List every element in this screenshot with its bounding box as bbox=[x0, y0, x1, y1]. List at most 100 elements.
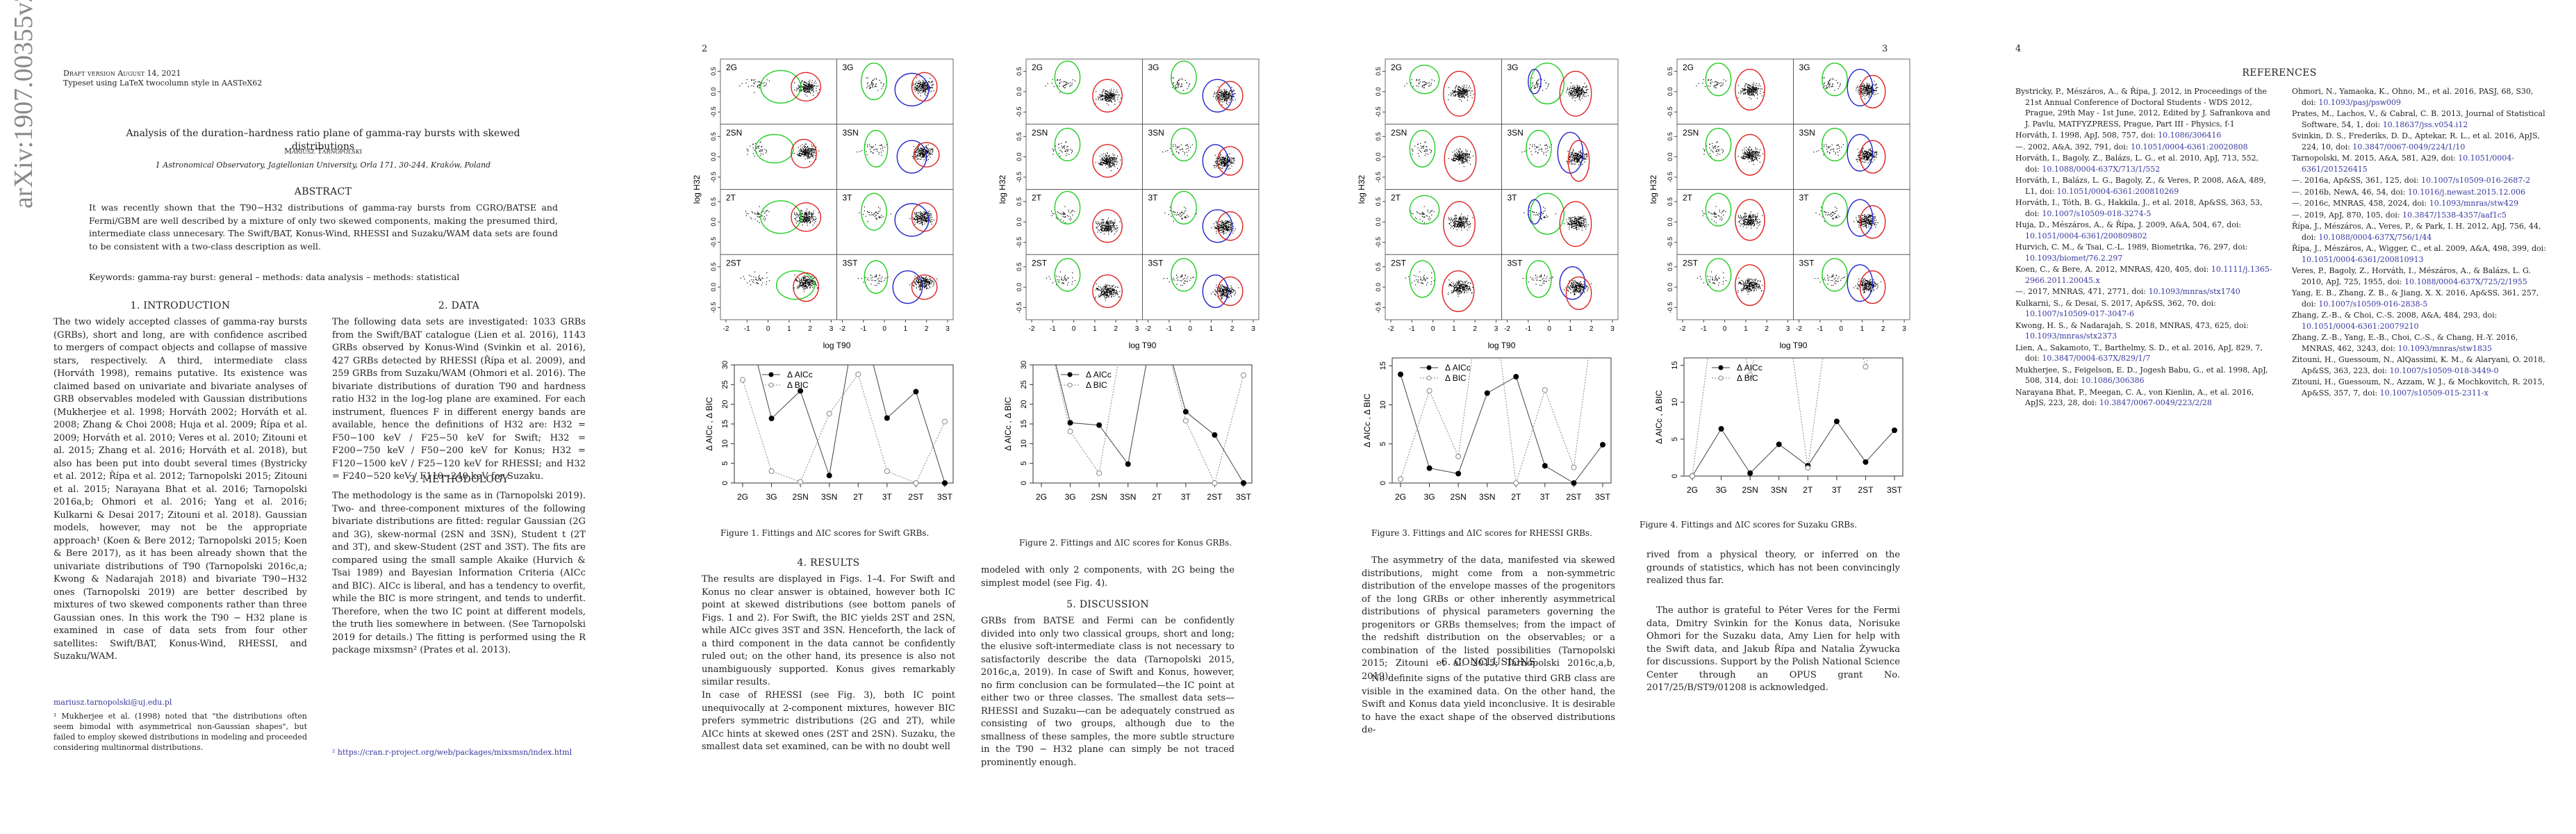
scatter-point bbox=[1223, 94, 1225, 95]
scatter-point bbox=[922, 277, 923, 279]
scatter-point bbox=[1214, 289, 1216, 291]
scatter-point bbox=[804, 281, 806, 284]
panel-label: 2SN bbox=[1032, 128, 1048, 138]
scatter-point bbox=[1225, 98, 1227, 99]
scatter-point bbox=[882, 216, 884, 218]
scatter-point bbox=[1105, 93, 1107, 95]
scatter-point bbox=[920, 92, 922, 94]
scatter-point bbox=[925, 213, 926, 215]
scatter-point bbox=[1102, 92, 1103, 94]
bic-point bbox=[1241, 372, 1246, 378]
scatter-point bbox=[761, 149, 763, 151]
scatter-point bbox=[1226, 228, 1228, 229]
y-tick-label: -0.5 bbox=[1016, 172, 1023, 183]
scatter-point bbox=[811, 149, 813, 151]
scatter-point bbox=[1232, 289, 1234, 291]
scatter-point bbox=[809, 222, 811, 224]
scatter-point bbox=[1229, 92, 1230, 94]
scatter-point bbox=[808, 84, 809, 85]
scatter-point bbox=[909, 284, 911, 286]
scatter-point bbox=[925, 281, 927, 282]
scatter-point bbox=[1053, 213, 1055, 215]
scatter-point bbox=[1221, 167, 1222, 169]
y-tick-label: 0.5 bbox=[1016, 197, 1023, 206]
scatter-point bbox=[1223, 224, 1225, 226]
scatter-point bbox=[811, 147, 813, 149]
scatter-point bbox=[914, 283, 916, 284]
scatter-point bbox=[1221, 293, 1222, 295]
scatter-point bbox=[1108, 165, 1109, 167]
scatter-point bbox=[932, 150, 934, 152]
scatter-point bbox=[1228, 226, 1230, 227]
footnote-2[interactable]: ² https://cran.r-project.org/web/package… bbox=[332, 748, 572, 757]
scatter-point bbox=[916, 158, 918, 160]
scatter-point bbox=[1111, 231, 1112, 233]
author-email[interactable]: mariusz.tarnopolski@uj.edu.pl bbox=[53, 698, 172, 707]
scatter-point bbox=[807, 149, 809, 151]
scatter-point bbox=[1453, 90, 1455, 92]
scatter-point bbox=[1229, 93, 1230, 95]
scatter-point bbox=[1455, 85, 1457, 86]
scatter-point bbox=[865, 277, 866, 278]
scatter-point bbox=[1412, 85, 1414, 88]
scatter-point bbox=[857, 278, 859, 279]
scatter-point bbox=[1225, 290, 1227, 291]
scatter-point bbox=[920, 277, 923, 278]
scatter-point bbox=[1212, 291, 1214, 293]
x-tick-label: 2ST bbox=[1207, 492, 1223, 502]
scatter-point bbox=[1053, 85, 1055, 88]
scatter-point bbox=[748, 275, 750, 276]
short-component-contour bbox=[1171, 190, 1197, 225]
scatter-point bbox=[1226, 160, 1228, 161]
scatter-point bbox=[1060, 213, 1062, 215]
scatter-point bbox=[1105, 156, 1107, 157]
scatter-point bbox=[1113, 222, 1114, 224]
scatter-point bbox=[925, 145, 927, 147]
scatter-point bbox=[1570, 86, 1571, 88]
scatter-point bbox=[918, 212, 920, 213]
scatter-point bbox=[751, 85, 752, 87]
scatter-point bbox=[806, 150, 807, 152]
scatter-point bbox=[1578, 97, 1580, 99]
scatter-point bbox=[1233, 90, 1235, 92]
scatter-point bbox=[811, 146, 813, 147]
scatter-point bbox=[876, 79, 877, 81]
scatter-point bbox=[1175, 88, 1177, 89]
scatter-point bbox=[1184, 145, 1187, 146]
scatter-point bbox=[798, 287, 800, 288]
panel-label: 3G bbox=[1148, 63, 1159, 72]
scatter-point bbox=[1117, 286, 1118, 288]
scatter-point bbox=[1233, 230, 1235, 231]
scatter-point bbox=[1109, 159, 1111, 161]
scatter-point bbox=[1071, 281, 1073, 282]
scatter-point bbox=[1583, 91, 1584, 92]
scatter-point bbox=[1458, 91, 1460, 92]
scatter-point bbox=[809, 282, 811, 284]
scatter-point bbox=[1465, 93, 1467, 95]
scatter-point bbox=[1580, 90, 1582, 92]
x-tick-label: -2 bbox=[723, 325, 729, 333]
scatter-point bbox=[1227, 288, 1228, 291]
scatter-point bbox=[1100, 223, 1102, 224]
scatter-point bbox=[1046, 277, 1048, 279]
scatter-point bbox=[929, 152, 930, 154]
scatter-point bbox=[1103, 95, 1105, 97]
scatter-point bbox=[1460, 92, 1462, 94]
scatter-point bbox=[1226, 289, 1228, 291]
scatter-point bbox=[917, 281, 918, 283]
scatter-point bbox=[1103, 295, 1105, 297]
scatter-point bbox=[1102, 220, 1103, 222]
bic-point bbox=[1212, 480, 1218, 486]
y-tick-label: 0.5 bbox=[1375, 67, 1382, 76]
x-tick-label: 2 bbox=[1230, 325, 1235, 333]
scatter-point bbox=[1537, 79, 1539, 81]
x-tick-label: 3 bbox=[1251, 325, 1255, 333]
scatter-point bbox=[873, 149, 875, 151]
scatter-point bbox=[798, 281, 800, 283]
scatter-point bbox=[932, 81, 933, 83]
scatter-point bbox=[1219, 228, 1221, 229]
scatter-point bbox=[812, 213, 814, 215]
scatter-point bbox=[1216, 92, 1218, 94]
scatter-point bbox=[803, 285, 804, 286]
scatter-point bbox=[921, 217, 923, 218]
